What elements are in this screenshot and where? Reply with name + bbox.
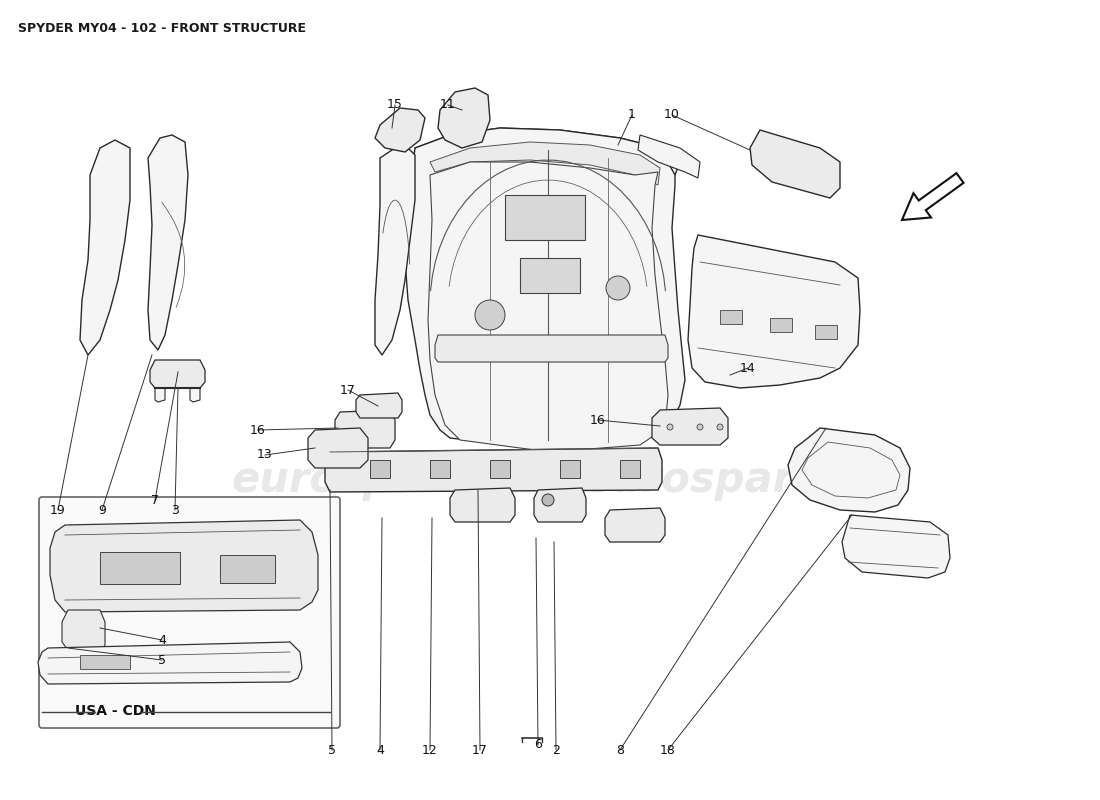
Polygon shape: [39, 642, 302, 684]
Polygon shape: [638, 135, 700, 178]
Polygon shape: [375, 148, 415, 355]
Circle shape: [697, 424, 703, 430]
Polygon shape: [430, 142, 660, 185]
Polygon shape: [434, 335, 668, 362]
Bar: [815, 325, 837, 339]
Text: 9: 9: [98, 503, 106, 517]
Polygon shape: [412, 128, 680, 175]
Text: 3: 3: [172, 503, 179, 517]
Text: 13: 13: [257, 449, 273, 462]
Circle shape: [717, 424, 723, 430]
Text: SPYDER MY04 - 102 - FRONT STRUCTURE: SPYDER MY04 - 102 - FRONT STRUCTURE: [18, 22, 306, 35]
Bar: [430, 460, 450, 478]
Text: 16: 16: [590, 414, 606, 426]
Bar: [505, 195, 585, 240]
Text: 18: 18: [660, 743, 675, 757]
Text: eurospares: eurospares: [583, 459, 847, 501]
Polygon shape: [356, 393, 402, 418]
Bar: [370, 460, 390, 478]
Circle shape: [667, 424, 673, 430]
Text: 11: 11: [440, 98, 455, 111]
Polygon shape: [148, 135, 188, 350]
Circle shape: [606, 276, 630, 300]
Bar: [520, 258, 580, 293]
Text: 10: 10: [664, 109, 680, 122]
Text: 19: 19: [51, 503, 66, 517]
Text: 8: 8: [616, 743, 624, 757]
Polygon shape: [190, 388, 200, 402]
FancyBboxPatch shape: [39, 497, 340, 728]
FancyArrow shape: [902, 173, 964, 220]
Polygon shape: [50, 520, 318, 612]
Text: USA - CDN: USA - CDN: [75, 704, 155, 718]
Bar: [220, 555, 275, 583]
Text: 6: 6: [535, 738, 542, 751]
Text: 5: 5: [158, 654, 166, 666]
Polygon shape: [842, 515, 950, 578]
Polygon shape: [534, 488, 586, 522]
Text: 2: 2: [552, 743, 560, 757]
Polygon shape: [150, 360, 205, 388]
Bar: [770, 318, 792, 332]
Polygon shape: [405, 128, 685, 450]
Text: 17: 17: [340, 383, 356, 397]
Polygon shape: [750, 130, 840, 198]
Polygon shape: [688, 235, 860, 388]
Polygon shape: [652, 408, 728, 445]
Circle shape: [475, 300, 505, 330]
Polygon shape: [155, 388, 165, 402]
Polygon shape: [336, 410, 395, 448]
Polygon shape: [428, 162, 668, 452]
Text: 14: 14: [740, 362, 756, 374]
Text: 1: 1: [628, 109, 636, 122]
Bar: [100, 552, 180, 584]
Polygon shape: [788, 428, 910, 512]
Text: 15: 15: [387, 98, 403, 111]
Text: 16: 16: [250, 423, 266, 437]
Polygon shape: [605, 508, 665, 542]
Text: 17: 17: [472, 743, 488, 757]
Bar: [620, 460, 640, 478]
Bar: [80, 655, 130, 669]
Polygon shape: [308, 428, 369, 468]
Text: eurospares: eurospares: [231, 459, 495, 501]
Bar: [720, 310, 742, 324]
Bar: [490, 460, 510, 478]
Polygon shape: [80, 140, 130, 355]
Polygon shape: [450, 488, 515, 522]
Bar: [560, 460, 580, 478]
Text: 5: 5: [328, 743, 336, 757]
Polygon shape: [62, 610, 104, 652]
Text: 4: 4: [158, 634, 166, 646]
Text: 12: 12: [422, 743, 438, 757]
Text: 4: 4: [376, 743, 384, 757]
Text: 7: 7: [151, 494, 160, 506]
Circle shape: [542, 494, 554, 506]
Polygon shape: [324, 448, 662, 492]
Polygon shape: [438, 88, 490, 148]
Polygon shape: [375, 108, 425, 152]
